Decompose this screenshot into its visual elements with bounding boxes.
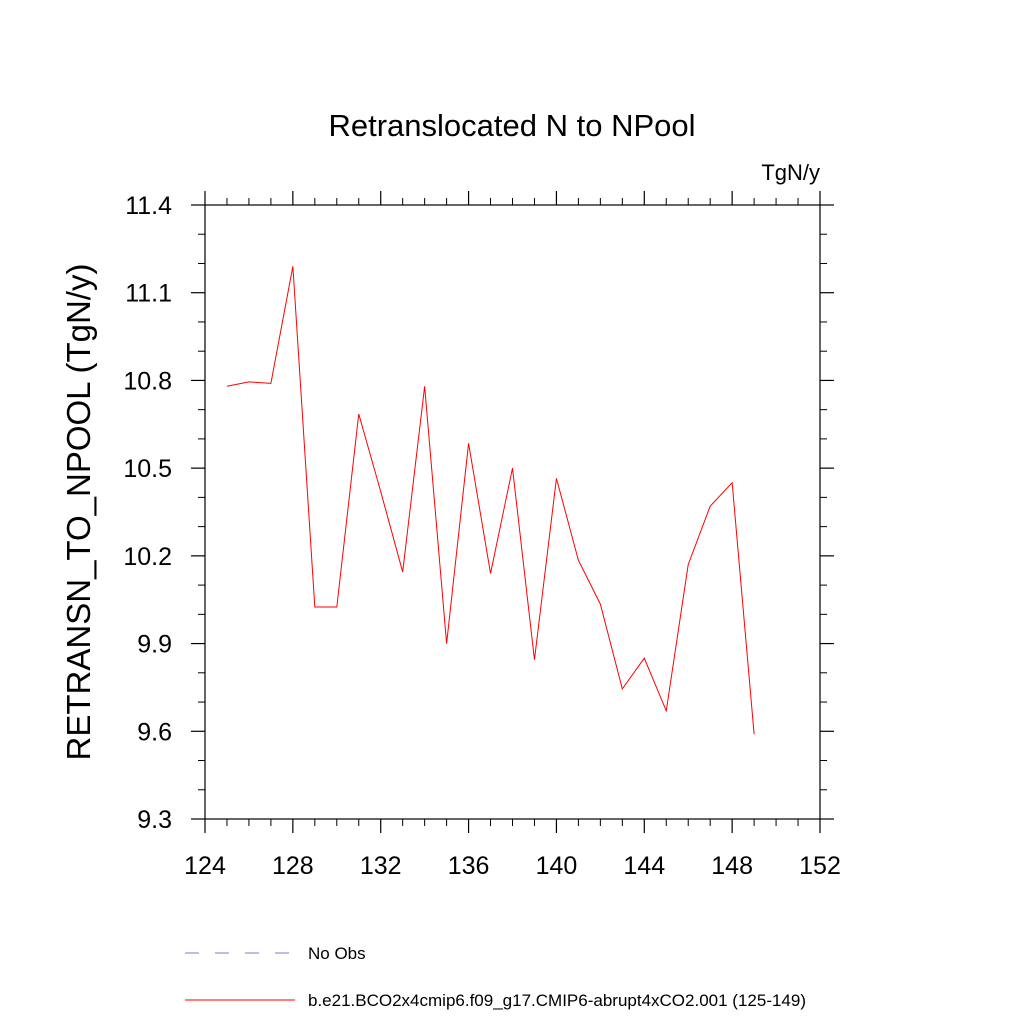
y-tick-label: 10.5 (123, 455, 172, 483)
y-tick-label: 11.1 (125, 280, 172, 308)
x-tick-label: 140 (536, 852, 578, 880)
x-tick-label: 148 (711, 852, 753, 880)
x-tick-label: 132 (360, 852, 402, 880)
units-label: TgN/y (761, 160, 820, 185)
x-tick-label: 144 (623, 852, 665, 880)
y-tick-label: 9.6 (137, 718, 172, 746)
y-tick-label: 9.3 (137, 806, 172, 834)
axis-ticks (191, 191, 834, 833)
y-axis-label: RETRANSN_TO_NPOOL (TgN/y) (60, 264, 97, 761)
y-tick-label: 11.4 (125, 192, 172, 220)
axis-tick-labels: 124 128 132 136 140 144 148 152 9.3 9.6 9.9 10.2 10.… (123, 192, 841, 880)
chart-title: Retranslocated N to NPool (328, 108, 695, 143)
x-tick-label: 152 (799, 852, 841, 880)
series-line (226, 266, 755, 735)
x-tick-label: 128 (272, 852, 314, 880)
y-tick-label: 10.2 (123, 543, 172, 571)
x-tick-label: 124 (184, 852, 226, 880)
y-tick-label: 9.9 (137, 631, 172, 659)
legend: No Obs b.e21.BCO2x4cmip6.f09_g17.CMIP6-a… (185, 944, 806, 1010)
legend-label-no-obs: No Obs (308, 944, 366, 963)
y-tick-label: 10.8 (123, 367, 172, 395)
series-layer (226, 266, 755, 735)
plot-frame (204, 204, 821, 820)
legend-label-model-run: b.e21.BCO2x4cmip6.f09_g17.CMIP6-abrupt4x… (308, 991, 806, 1010)
x-tick-label: 136 (448, 852, 490, 880)
